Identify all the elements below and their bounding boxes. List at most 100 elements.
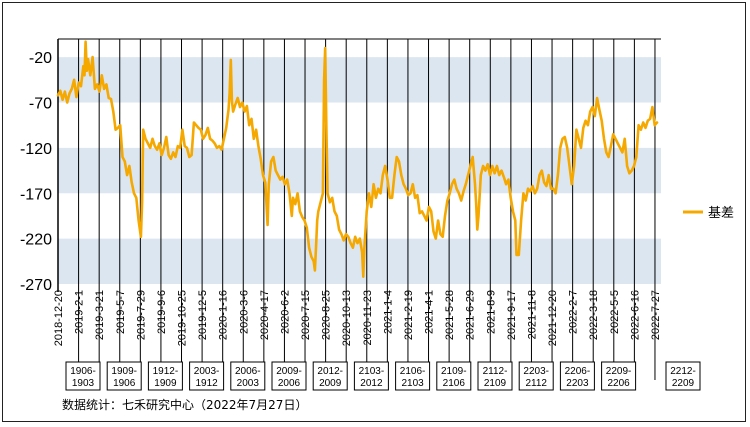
contract-box-label: 2103- xyxy=(359,366,385,377)
x-tick-label: 2019-12-5 xyxy=(197,290,209,340)
contract-box-frame xyxy=(189,361,225,391)
contract-box: 1909-1906 xyxy=(106,361,142,391)
contract-box-label: 2012- xyxy=(317,366,343,377)
contract-box: 2103-2012 xyxy=(353,361,389,391)
x-tick-label: 2022-5-5 xyxy=(609,290,621,334)
contract-box: 2003-1912 xyxy=(189,361,225,391)
contract-box: 2012-2009 xyxy=(312,361,348,391)
contract-box: 2112-2109 xyxy=(477,361,513,391)
contract-box: 2109-2106 xyxy=(436,361,472,391)
contract-box-frame xyxy=(271,361,307,391)
contract-box-label: 2206 xyxy=(607,378,630,389)
x-tick-label: 2020-10-13 xyxy=(341,290,353,346)
contract-box-label: 2006- xyxy=(235,366,261,377)
x-tick-label: 2022-6-16 xyxy=(629,290,641,340)
contract-box: 2009-2006 xyxy=(271,361,307,391)
contract-box-label: 2109- xyxy=(441,366,467,377)
contract-box-label: 2209 xyxy=(672,378,695,389)
y-tick-label: -120 xyxy=(20,141,52,158)
x-tick-label: 2018-12-20 xyxy=(53,290,65,346)
x-tick-label: 2021-6-29 xyxy=(465,290,477,340)
contract-boxes: 1906-19031909-19061912-19092003-19122006… xyxy=(65,361,701,391)
contract-box-frame xyxy=(601,361,637,391)
contract-box-frame xyxy=(559,361,595,391)
contract-box: 2006-2003 xyxy=(230,361,266,391)
x-tick-label: 2020-3-6 xyxy=(238,290,250,334)
contract-box-frame xyxy=(106,361,142,391)
contract-box: 1906-1903 xyxy=(65,361,101,391)
contract-box: 1912-1909 xyxy=(147,361,183,391)
contract-box-label: 2112 xyxy=(525,378,547,389)
contract-box-frame xyxy=(230,361,266,391)
contract-box-frame xyxy=(353,361,389,391)
contract-box-label: 2106- xyxy=(400,366,426,377)
contract-box-label: 2203- xyxy=(523,366,549,377)
contract-box-frame xyxy=(147,361,183,391)
contract-box-label: 2212- xyxy=(670,366,696,377)
contract-box-label: 2206- xyxy=(565,366,591,377)
contract-box-frame xyxy=(65,361,101,391)
y-tick-label: -20 xyxy=(29,50,52,67)
x-tick-label: 2020-6-2 xyxy=(279,290,291,334)
contract-box-label: 2003- xyxy=(194,366,220,377)
contract-box-label: 1906- xyxy=(70,366,96,377)
y-tick-label: -70 xyxy=(29,96,52,113)
contract-box-frame xyxy=(518,361,554,391)
contract-box-frame xyxy=(665,361,701,391)
contract-box-frame xyxy=(395,361,431,391)
contract-box-frame xyxy=(312,361,348,391)
contract-box-label: 2112- xyxy=(483,366,508,377)
x-tick-label: 2020-8-25 xyxy=(321,290,333,340)
y-tick-label: -220 xyxy=(20,232,52,249)
contract-dividers xyxy=(78,39,656,380)
contract-box-label: 2012 xyxy=(360,378,383,389)
x-tick-label: 2021-4-1 xyxy=(424,290,436,334)
x-tick-label: 2021-8-9 xyxy=(485,290,497,334)
x-tick-label: 2021-5-28 xyxy=(444,290,456,340)
contract-box-label: 2109 xyxy=(484,378,507,389)
contract-box-label: 2009- xyxy=(276,366,302,377)
legend: 基差 xyxy=(683,205,734,220)
series-layer xyxy=(56,40,659,279)
x-tick-label: 2020-4-17 xyxy=(259,290,271,340)
contract-box-frame xyxy=(477,361,513,391)
contract-box-label: 2009 xyxy=(319,378,342,389)
contract-box-label: 1909- xyxy=(111,366,137,377)
contract-box-label: 2103 xyxy=(401,378,424,389)
contract-box-frame xyxy=(436,361,472,391)
x-tick-label: 2019-2-1 xyxy=(74,290,86,334)
contract-box: 2206-2203 xyxy=(559,361,595,391)
y-band-0 xyxy=(58,57,661,103)
contract-box-label: 1903 xyxy=(72,378,95,389)
contract-box: 2106-2103 xyxy=(395,361,431,391)
y-band-2 xyxy=(58,238,661,284)
x-tick-label: 2019-5-7 xyxy=(115,290,127,334)
x-tick-label: 2021-11-8 xyxy=(526,290,538,339)
contract-box-label: 2003 xyxy=(237,378,260,389)
x-tick-label: 2021-12-20 xyxy=(547,290,559,346)
source-note: 数据统计：七禾研究中心（2022年7月27日） xyxy=(62,398,308,412)
x-tick-label: 2019-7-29 xyxy=(135,290,147,340)
y-tick-label: -270 xyxy=(20,277,52,294)
contract-box-label: 2209- xyxy=(606,366,632,377)
contract-box-label: 2203 xyxy=(566,378,589,389)
contract-box-label: 2006 xyxy=(278,378,301,389)
y-tick-label: -170 xyxy=(20,186,52,203)
contract-box-label: 2106 xyxy=(443,378,466,389)
contract-box-label: 1909 xyxy=(154,378,177,389)
x-tick-label: 2022-3-18 xyxy=(588,290,600,340)
contract-box: 2209-2206 xyxy=(601,361,637,391)
x-tick-label: 2019-9-6 xyxy=(156,290,168,334)
legend-label: 基差 xyxy=(708,205,734,220)
y-tick-labels: -20 -70 -120 -170 -220 -270 xyxy=(20,50,52,294)
x-tick-label: 2021-2-19 xyxy=(403,290,415,340)
x-tick-label: 2021-9-17 xyxy=(506,290,518,340)
x-tick-label: 2022-2-7 xyxy=(568,290,580,334)
contract-box: 2203-2112 xyxy=(518,361,554,391)
x-tick-label: 2019-3-21 xyxy=(94,290,106,340)
contract-box-label: 1912 xyxy=(195,378,218,389)
x-tick-label: 2019-10-25 xyxy=(177,290,189,346)
contract-box: 2212-2209 xyxy=(665,361,701,391)
axes xyxy=(57,38,661,292)
